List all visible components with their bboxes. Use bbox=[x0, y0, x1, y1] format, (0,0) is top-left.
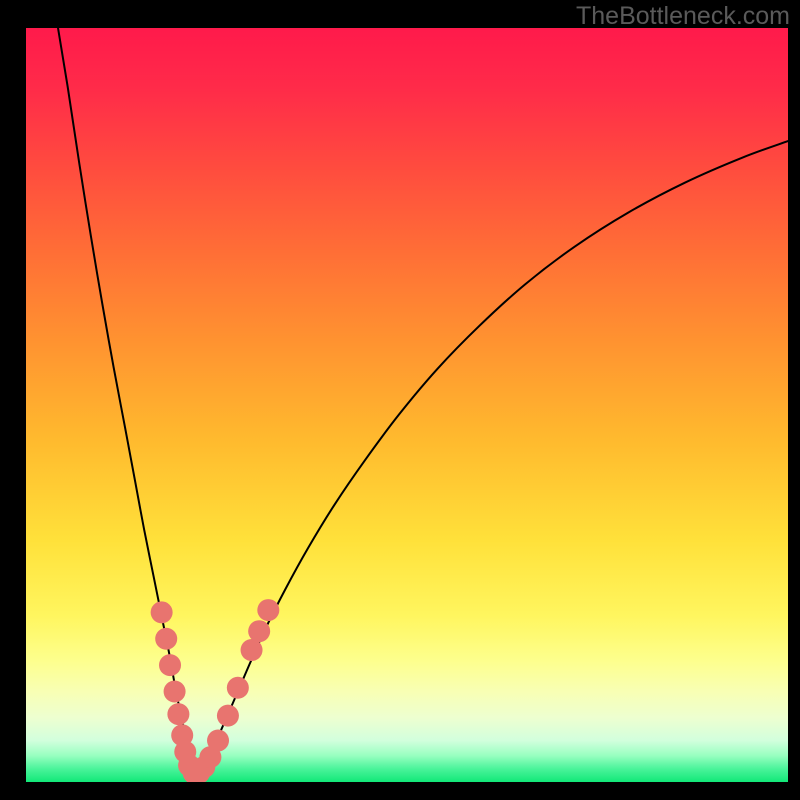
data-marker bbox=[241, 639, 263, 661]
chart-frame: TheBottleneck.com bbox=[0, 0, 800, 800]
data-marker bbox=[248, 620, 270, 642]
data-marker bbox=[164, 681, 186, 703]
data-marker bbox=[227, 677, 249, 699]
data-marker bbox=[159, 654, 181, 676]
data-marker bbox=[167, 703, 189, 725]
watermark-text: TheBottleneck.com bbox=[576, 2, 790, 31]
data-marker bbox=[151, 601, 173, 623]
bottleneck-curve-chart bbox=[26, 28, 788, 782]
data-marker bbox=[217, 705, 239, 727]
plot-area bbox=[26, 28, 788, 782]
data-marker bbox=[207, 730, 229, 752]
data-marker bbox=[257, 599, 279, 621]
data-marker bbox=[155, 628, 177, 650]
